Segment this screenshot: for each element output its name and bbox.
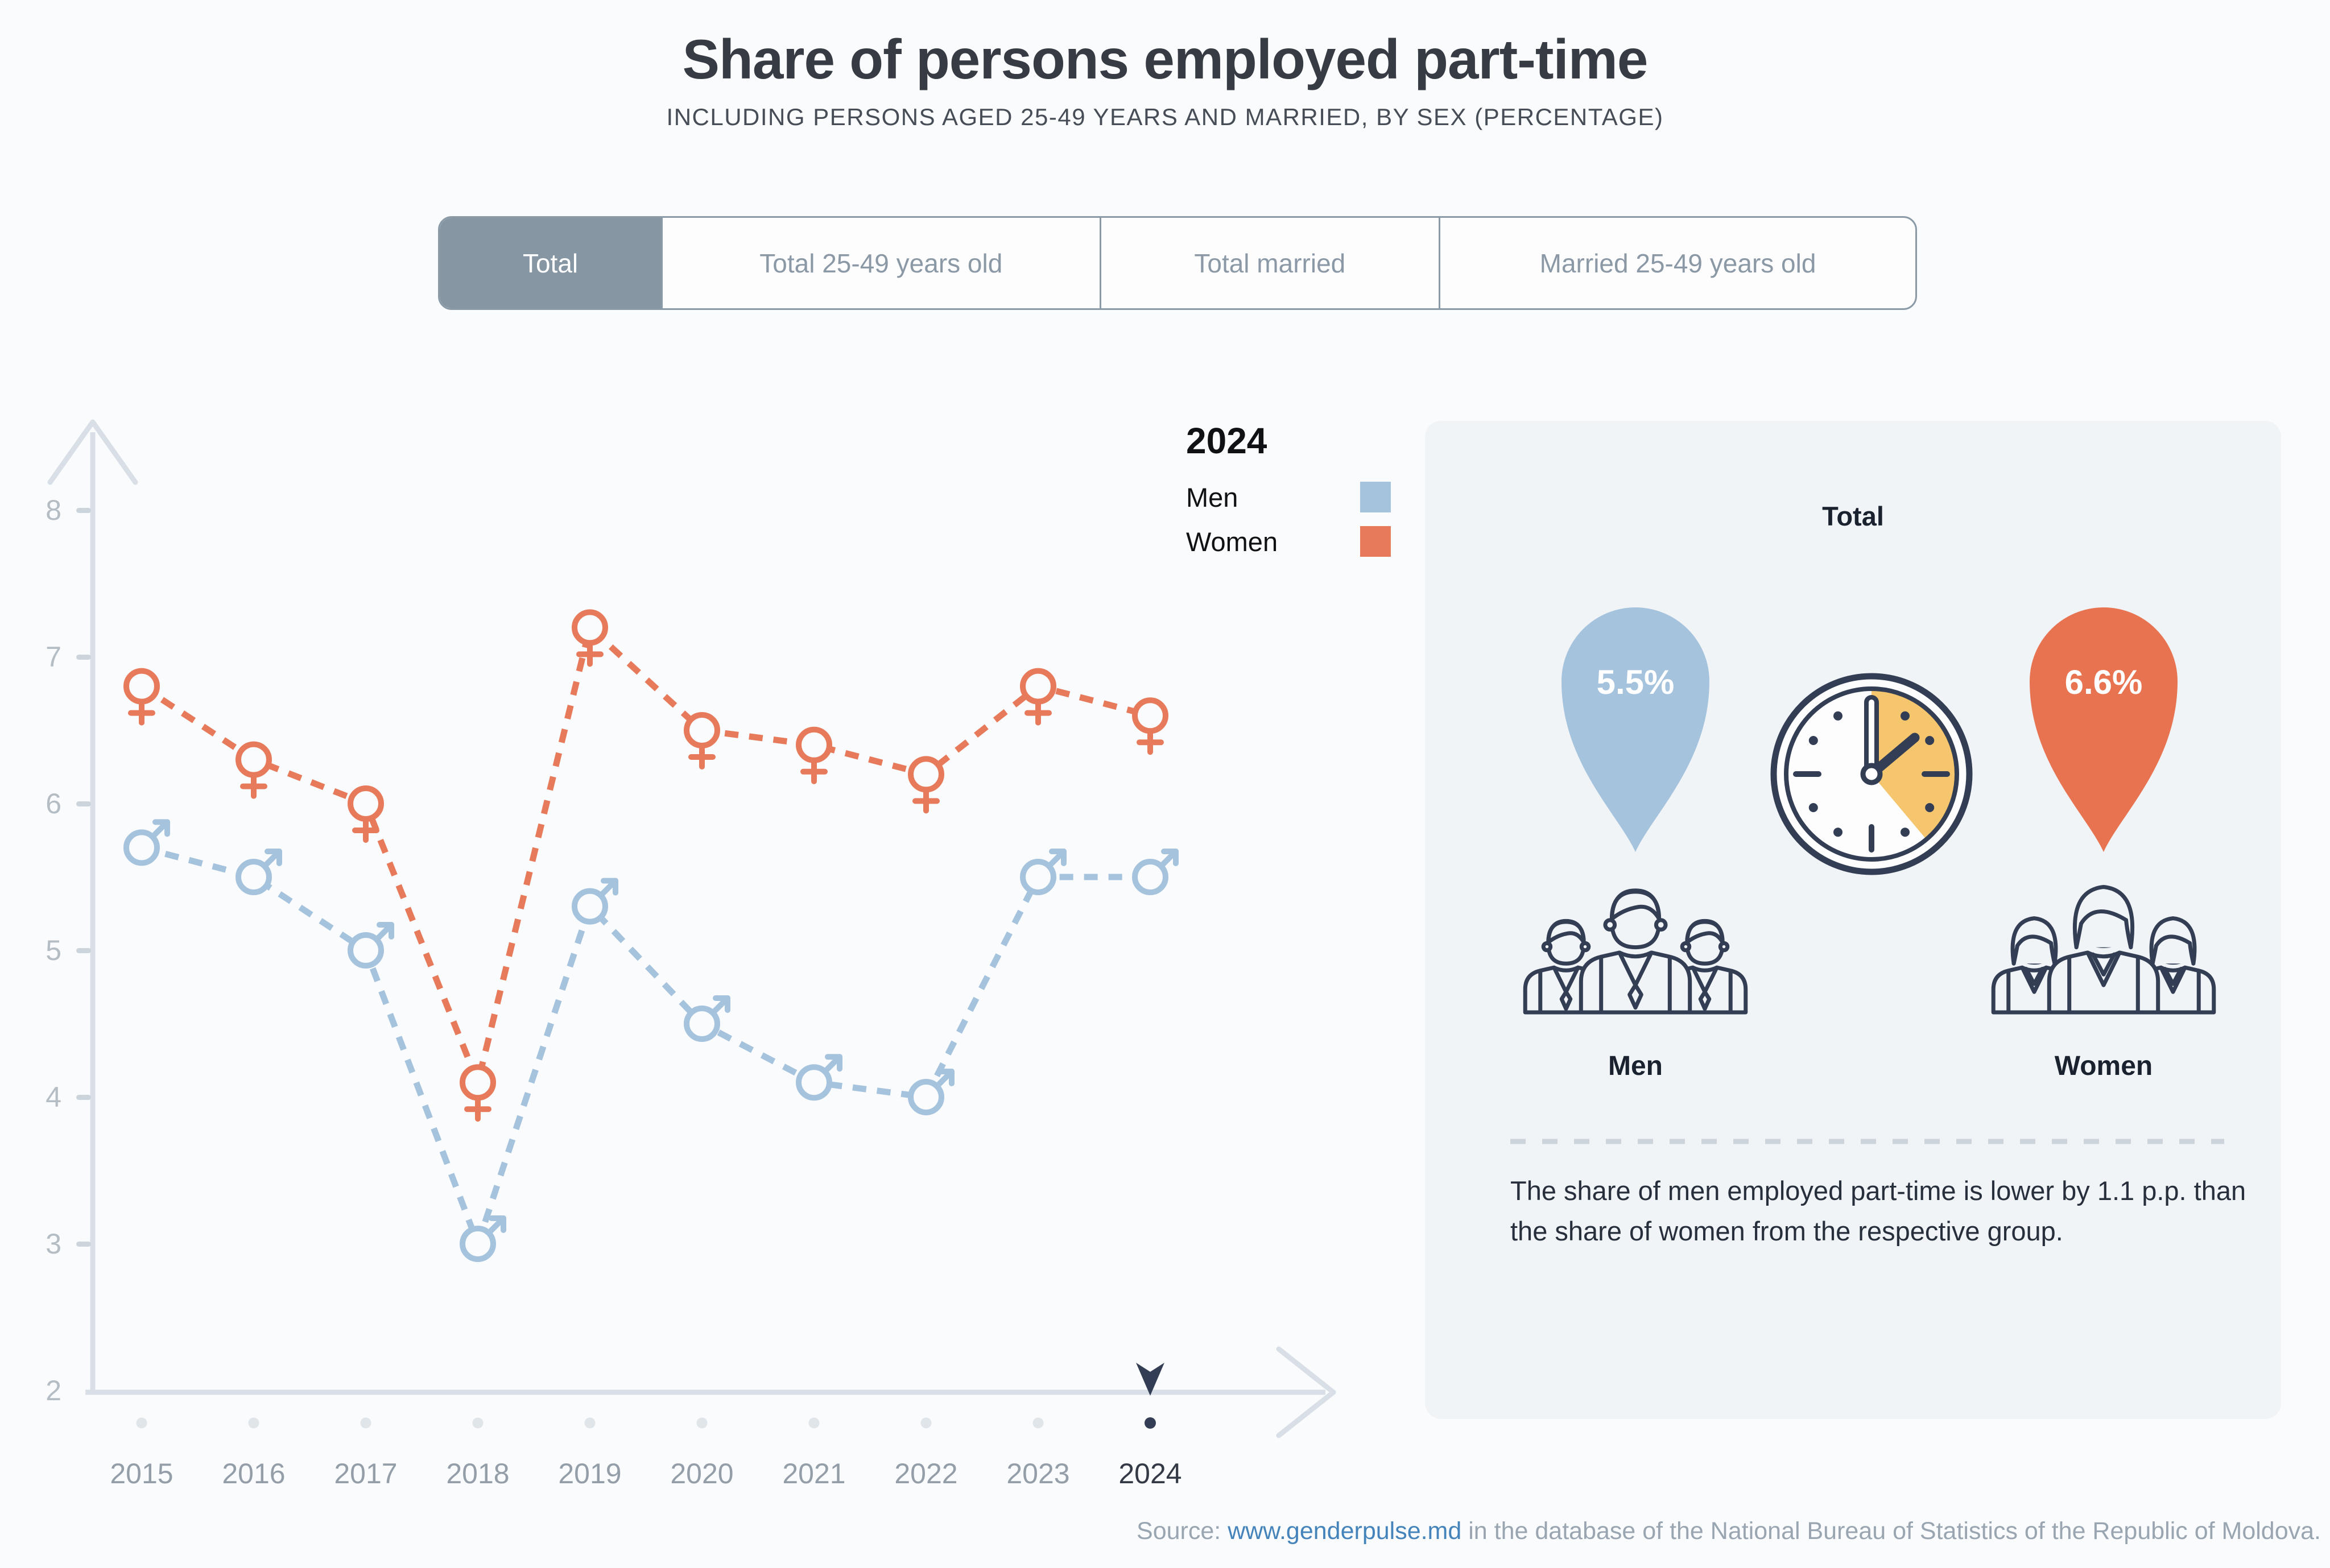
y-axis-label: 4: [46, 1081, 61, 1113]
x-axis-label: 2016: [222, 1458, 285, 1490]
men-marker: [572, 878, 618, 925]
women-group-label: Women: [2055, 1051, 2153, 1081]
x-axis-label: 2024: [1118, 1458, 1181, 1490]
women-marker: [236, 741, 272, 799]
x-axis-label: 2020: [670, 1458, 733, 1490]
legend-row-women: Women: [1186, 526, 1391, 557]
y-axis-tick: [76, 948, 91, 953]
x-axis-label: 2015: [110, 1458, 173, 1490]
x-axis-label: 2022: [894, 1458, 957, 1490]
men-marker: [684, 995, 730, 1042]
y-axis-label: 6: [46, 788, 61, 820]
legend-row-men: Men: [1186, 481, 1391, 513]
men-marker: [348, 922, 394, 969]
x-axis-dot: [920, 1417, 932, 1429]
women-marker: [123, 668, 160, 726]
source-prefix: Source:: [1137, 1517, 1228, 1545]
men-marker: [236, 849, 282, 895]
women-marker: [1020, 668, 1056, 726]
y-axis-label: 3: [46, 1228, 61, 1260]
panel-heading: Total: [1822, 501, 1884, 531]
x-axis-arrow: [1276, 1346, 1336, 1438]
x-axis-label: 2018: [446, 1458, 509, 1490]
source-suffix: in the database of the National Bureau o…: [1461, 1517, 2321, 1545]
y-axis-label: 5: [46, 934, 61, 966]
women-value: 6.6%: [2065, 663, 2143, 701]
women-line: [139, 622, 1151, 1093]
male-person-icon: [1579, 888, 1692, 1015]
x-axis-label: 2023: [1006, 1458, 1069, 1490]
clock-icon: [1770, 673, 1973, 875]
legend-men-swatch: [1360, 482, 1391, 512]
legend-women-swatch: [1360, 526, 1391, 557]
y-axis-tick: [76, 1095, 91, 1100]
women-marker: [908, 756, 944, 814]
men-marker: [908, 1069, 955, 1115]
women-marker: [1132, 697, 1168, 755]
source-link[interactable]: www.genderpulse.md: [1228, 1517, 1462, 1545]
women-marker: [460, 1064, 496, 1122]
panel-graphics: 5.5% 6.6% Men Women: [1510, 607, 2224, 1144]
y-axis-arrow: [47, 419, 138, 485]
women-value-balloon: [2030, 607, 2178, 852]
men-marker: [796, 1054, 842, 1101]
panel-note: The share of men employed part-time is l…: [1510, 1176, 2246, 1247]
chart-legend: 2024 Men Women: [1186, 420, 1391, 557]
y-axis-label: 7: [46, 641, 61, 673]
x-axis-dot: [808, 1417, 820, 1429]
x-axis-dot: [136, 1417, 147, 1429]
page-title: Share of persons employed part-time: [682, 28, 1649, 90]
women-marker: [796, 726, 832, 784]
tab-total-married[interactable]: Total married: [1099, 218, 1439, 308]
legend-men-label: Men: [1186, 482, 1238, 512]
line-chart: 2 3 4 5 6 7 8 2015 2016 2017 2018 2019 2020 2021 2022 2…: [46, 419, 1336, 1490]
x-axis-dot: [584, 1417, 596, 1429]
summary-panel: Total 5.5% 6.6%: [1425, 421, 2281, 1419]
women-people-icons: [1991, 885, 2216, 1015]
y-axis-label: 2: [46, 1375, 61, 1406]
page-subtitle: INCLUDING PERSONS AGED 25-49 YEARS AND M…: [666, 104, 1664, 130]
women-marker: [684, 712, 720, 769]
men-marker: [460, 1215, 506, 1262]
x-axis-dot: [1032, 1417, 1044, 1429]
x-axis-dot: [472, 1417, 484, 1429]
category-tabs: Total Total 25-49 years old Total marrie…: [438, 216, 1917, 310]
tab-total-25-49[interactable]: Total 25-49 years old: [661, 218, 1099, 308]
y-axis-label: 8: [46, 494, 61, 526]
x-axis-label: 2021: [782, 1458, 845, 1490]
x-axis-label: 2017: [334, 1458, 397, 1490]
y-axis-tick: [76, 508, 91, 513]
tab-married-25-49[interactable]: Married 25-49 years old: [1439, 218, 1915, 308]
x-axis-dot: [1145, 1417, 1156, 1429]
source-line: Source: www.genderpulse.md in the databa…: [0, 1517, 2321, 1545]
tab-total[interactable]: Total: [440, 218, 662, 308]
x-axis-label: 2019: [558, 1458, 621, 1490]
y-axis-tick: [76, 655, 91, 660]
men-people-icons: [1523, 888, 1748, 1015]
women-marker: [572, 609, 608, 667]
female-person-icon: [2047, 885, 2160, 1015]
men-group-label: Men: [1608, 1051, 1663, 1081]
y-axis-tick: [76, 801, 91, 806]
women-marker: [348, 785, 384, 843]
men-marker: [1020, 849, 1067, 895]
x-axis-dot: [696, 1417, 708, 1429]
legend-women-label: Women: [1186, 526, 1278, 557]
current-year-pin: [1136, 1363, 1164, 1396]
men-value-balloon: [1561, 607, 1709, 852]
men-marker: [123, 819, 170, 866]
men-value: 5.5%: [1597, 663, 1675, 701]
y-axis-tick: [76, 1242, 91, 1247]
x-axis-dot: [248, 1417, 259, 1429]
men-line: [141, 845, 1150, 1253]
men-marker: [1132, 849, 1179, 895]
x-axis-dot: [360, 1417, 371, 1429]
legend-year: 2024: [1186, 420, 1267, 461]
